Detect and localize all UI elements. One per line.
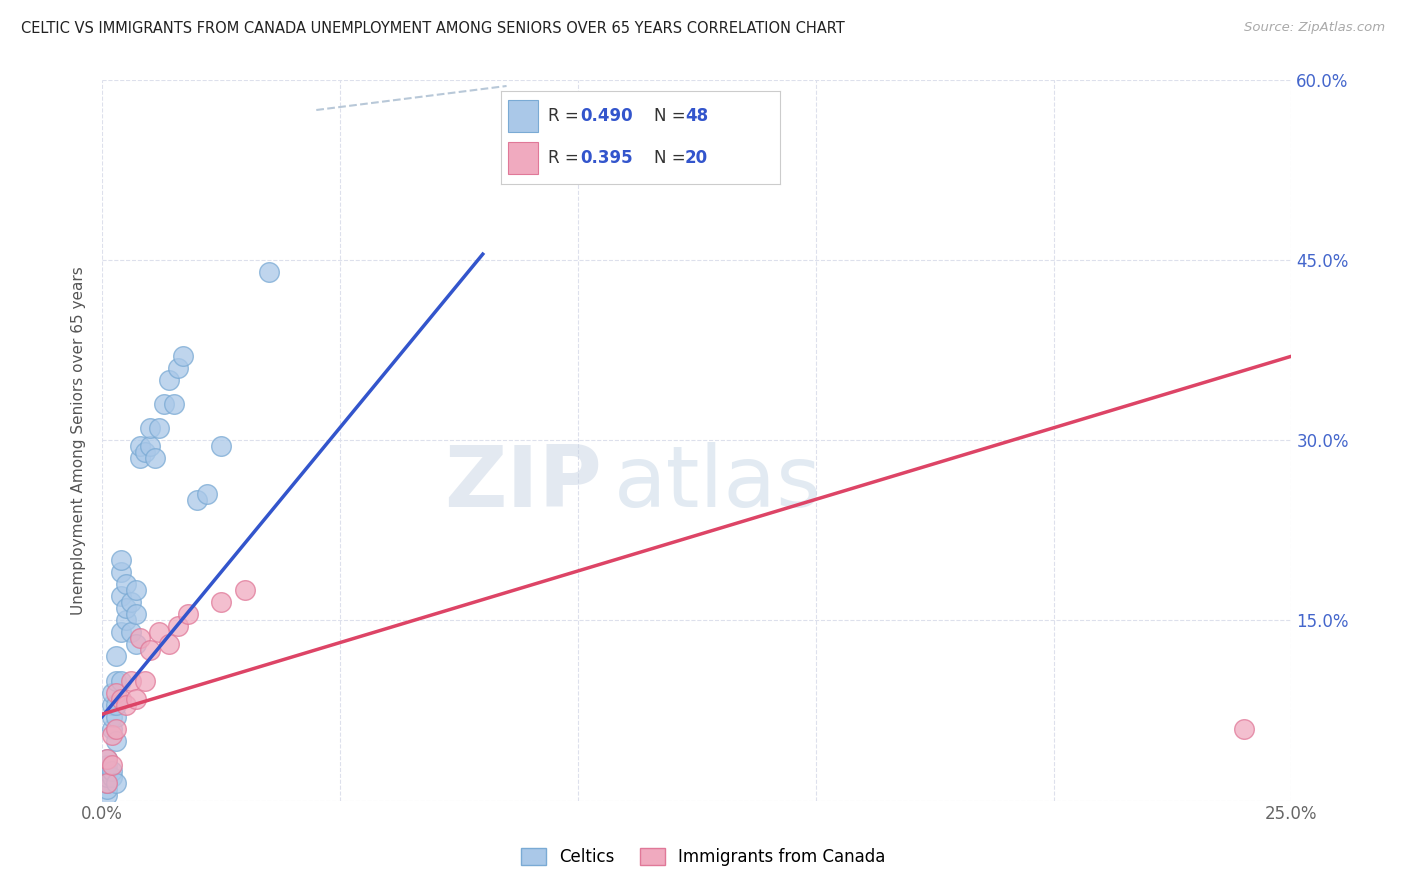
Text: Source: ZipAtlas.com: Source: ZipAtlas.com — [1244, 21, 1385, 34]
Point — [209, 439, 232, 453]
Point — [100, 727, 122, 741]
Point — [124, 607, 146, 622]
Point — [134, 673, 156, 688]
Point — [96, 764, 118, 778]
Point — [157, 373, 180, 387]
Point — [167, 361, 190, 376]
Text: ZIP: ZIP — [444, 442, 602, 525]
Point — [96, 751, 118, 765]
Point — [110, 553, 132, 567]
Point — [124, 583, 146, 598]
Point — [105, 722, 128, 736]
Point — [120, 673, 142, 688]
Point — [100, 770, 122, 784]
Point — [110, 590, 132, 604]
Point — [115, 698, 138, 712]
Point — [105, 775, 128, 789]
Point — [105, 649, 128, 664]
Point — [100, 722, 122, 736]
Point — [96, 751, 118, 765]
Point — [105, 673, 128, 688]
Point — [148, 625, 170, 640]
Point — [105, 709, 128, 723]
Point — [115, 577, 138, 591]
Point — [233, 583, 256, 598]
Point — [100, 757, 122, 772]
Point — [105, 685, 128, 699]
Point — [124, 638, 146, 652]
Point — [143, 451, 166, 466]
Point — [120, 595, 142, 609]
Text: CELTIC VS IMMIGRANTS FROM CANADA UNEMPLOYMENT AMONG SENIORS OVER 65 YEARS CORREL: CELTIC VS IMMIGRANTS FROM CANADA UNEMPLO… — [21, 21, 845, 36]
Point — [115, 614, 138, 628]
Point — [96, 757, 118, 772]
Point — [257, 265, 280, 279]
Point — [157, 638, 180, 652]
Point — [110, 625, 132, 640]
Point — [195, 487, 218, 501]
Point — [1233, 722, 1256, 736]
Point — [153, 397, 176, 411]
Point — [96, 775, 118, 789]
Point — [129, 439, 152, 453]
Point — [186, 493, 208, 508]
Point — [129, 632, 152, 646]
Point — [115, 601, 138, 615]
Y-axis label: Unemployment Among Seniors over 65 years: Unemployment Among Seniors over 65 years — [72, 266, 86, 615]
Point — [96, 770, 118, 784]
Point — [96, 781, 118, 796]
Point — [209, 595, 232, 609]
Point — [129, 451, 152, 466]
Point — [100, 709, 122, 723]
Point — [110, 566, 132, 580]
Point — [148, 421, 170, 435]
Point — [100, 685, 122, 699]
Point — [105, 733, 128, 747]
Point — [96, 788, 118, 802]
Point — [139, 643, 162, 657]
Point — [139, 439, 162, 453]
Point — [100, 698, 122, 712]
Point — [96, 775, 118, 789]
Point — [110, 673, 132, 688]
Point — [172, 349, 194, 363]
Point — [124, 691, 146, 706]
Point — [139, 421, 162, 435]
Point — [167, 619, 190, 633]
Point — [110, 691, 132, 706]
Text: atlas: atlas — [613, 442, 821, 525]
Point — [134, 445, 156, 459]
Legend: Celtics, Immigrants from Canada: Celtics, Immigrants from Canada — [515, 841, 891, 873]
Point — [162, 397, 184, 411]
Point — [105, 698, 128, 712]
Point — [120, 625, 142, 640]
Point — [177, 607, 200, 622]
Point — [100, 764, 122, 778]
